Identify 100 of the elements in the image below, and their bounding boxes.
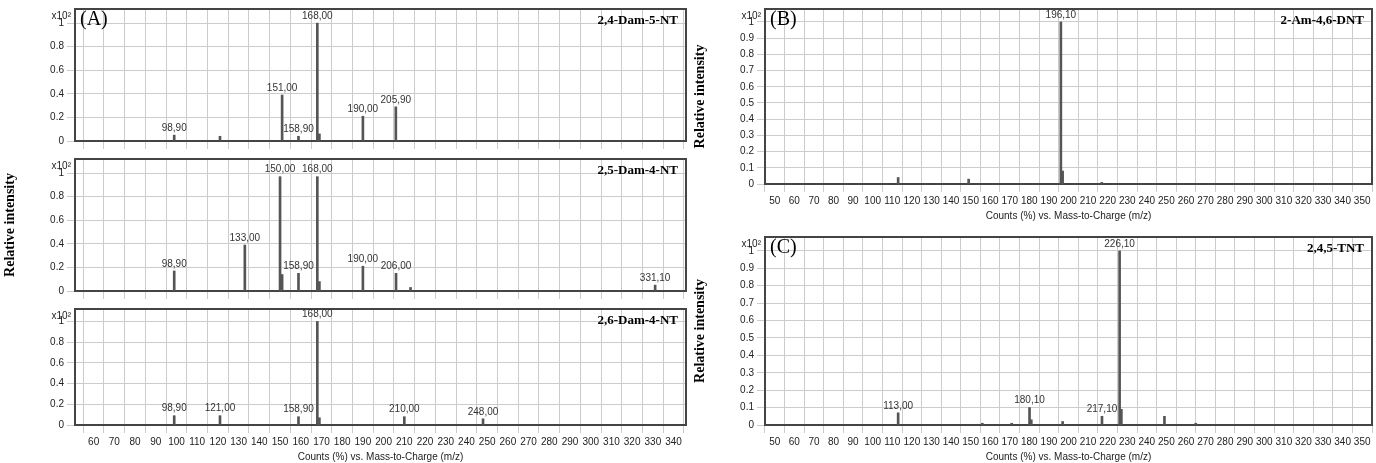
y-tick-label: 0.6	[740, 314, 755, 326]
annotation: 196,10	[1045, 8, 1077, 20]
bar	[297, 416, 300, 425]
x-tick-label: 70	[808, 435, 820, 447]
chart-title: 2,6-Dam-4-NT	[597, 311, 679, 327]
x-tick-label: 200	[375, 435, 393, 447]
bar	[1118, 250, 1121, 425]
x-tick-label: 60	[788, 435, 801, 447]
x-tick-label: 140	[942, 194, 960, 206]
x-tick-label: 190	[1040, 435, 1058, 447]
x-tick-label: 70	[808, 194, 820, 206]
x-tick-label: 160	[981, 194, 999, 206]
x-tick-label: 170	[313, 435, 331, 447]
x-tick-label: 190	[1040, 194, 1058, 206]
x-tick-label: 60	[88, 435, 100, 447]
y-tick-label: 0.4	[50, 87, 65, 99]
y-tick-label: 0.2	[50, 111, 65, 123]
bar	[316, 321, 319, 425]
x-tick-label: 80	[827, 435, 840, 447]
annotation: 206,00	[380, 260, 412, 272]
y-tick-label: 0.8	[740, 279, 755, 291]
x-tick-label: 200	[1060, 435, 1078, 447]
x-tick-label: 300	[1255, 435, 1274, 447]
bar	[172, 270, 176, 291]
x-tick-label: 350	[1353, 194, 1371, 206]
x-tick-label: 100	[168, 435, 186, 447]
y-tick-label: 0.2	[50, 261, 65, 273]
x-tick-label: 160	[292, 435, 310, 447]
x-tick-label: 150	[962, 194, 980, 206]
chart-title: 2,4-Dam-5-NT	[597, 11, 679, 27]
x-tick-label: 90	[847, 194, 860, 206]
x-tick-label: 290	[1236, 435, 1254, 447]
x-tick-label: 220	[1099, 435, 1117, 447]
bar	[1163, 415, 1166, 425]
annotation: 331,10	[639, 271, 671, 283]
y-tick-label: 0.4	[50, 377, 65, 389]
x-tick-label: 230	[1118, 435, 1137, 447]
x-tick-label: 80	[129, 435, 142, 447]
x-tick-label: 300	[582, 435, 600, 447]
chart-subtitle: (C)	[770, 235, 797, 259]
bar	[172, 134, 176, 141]
y-tick-label: 0.6	[740, 80, 755, 92]
x-tick-label: 290	[1236, 194, 1254, 206]
annotation: 121,00	[204, 402, 236, 414]
x-tick-label: 340	[665, 435, 683, 447]
x-tick-label: 320	[623, 435, 641, 447]
y-tick-label: 0.8	[740, 48, 755, 60]
x-tick-label: 50	[769, 435, 781, 447]
bar	[402, 416, 406, 425]
x-tick-label: 270	[1197, 194, 1215, 206]
y-tick-label: 0.5	[740, 331, 755, 343]
y-tick-label: 0.4	[740, 112, 755, 124]
y-tick-label: 0.9	[740, 31, 755, 43]
x-tick-label: 180	[1020, 194, 1039, 206]
x-tick-label: 110	[884, 194, 901, 206]
annotation: 180,10	[1014, 394, 1046, 406]
x-tick-label: 130	[923, 435, 941, 447]
x-tick-label: 260	[499, 435, 517, 447]
y-tick-label: 0	[58, 284, 65, 296]
annotation: 113,00	[883, 399, 914, 411]
x-tick-label: 280	[1216, 194, 1234, 206]
y-tick-label: 0.5	[740, 96, 755, 108]
bar	[297, 135, 300, 141]
x-tick-label: 170	[1001, 194, 1019, 206]
y-axis-title: Relative intensity	[692, 279, 708, 383]
chart-title: 2-Am-4,6-DNT	[1280, 11, 1365, 27]
bar	[316, 176, 319, 291]
x-tick-label: 320	[1295, 194, 1313, 206]
x-axis-title: Counts (%) vs. Mass-to-Charge (m/z)	[985, 209, 1152, 221]
bar	[967, 178, 970, 184]
x-tick-label: 240	[1138, 194, 1156, 206]
annotation: 158,90	[283, 123, 315, 135]
x-tick-label: 120	[903, 435, 921, 447]
x-tick-label: 150	[962, 435, 980, 447]
x-tick-label: 260	[1177, 194, 1195, 206]
y-tick-label: 0.9	[740, 262, 755, 274]
x-tick-label: 320	[1295, 435, 1313, 447]
annotation: 98,90	[161, 402, 188, 414]
annotation: 168,00	[302, 9, 334, 21]
chart-subtitle: (A)	[80, 7, 108, 31]
x-axis-title: Counts (%) vs. Mass-to-Charge (m/z)	[985, 450, 1152, 462]
y-tick-label: 0	[58, 134, 65, 146]
x-tick-label: 100	[864, 194, 882, 206]
x-tick-label: 90	[847, 435, 860, 447]
annotation: 190,00	[347, 103, 379, 114]
x-tick-label: 340	[1334, 194, 1352, 206]
x-tick-label: 80	[827, 194, 840, 206]
y-tick-label: 0.6	[50, 356, 65, 368]
x-tick-label: 340	[1334, 435, 1352, 447]
x-tick-label: 180	[333, 435, 351, 447]
annotation: 98,90	[161, 121, 188, 133]
x-tick-label: 130	[923, 194, 941, 206]
x-tick-label: 210	[395, 435, 414, 447]
y-tick-label: 0.1	[740, 401, 755, 413]
x-tick-label: 250	[478, 435, 496, 447]
x-tick-label: 200	[1060, 194, 1078, 206]
bar	[297, 272, 300, 291]
annotation: 205,90	[380, 93, 412, 105]
x-tick-label: 100	[864, 435, 882, 447]
x-tick-label: 120	[903, 194, 921, 206]
